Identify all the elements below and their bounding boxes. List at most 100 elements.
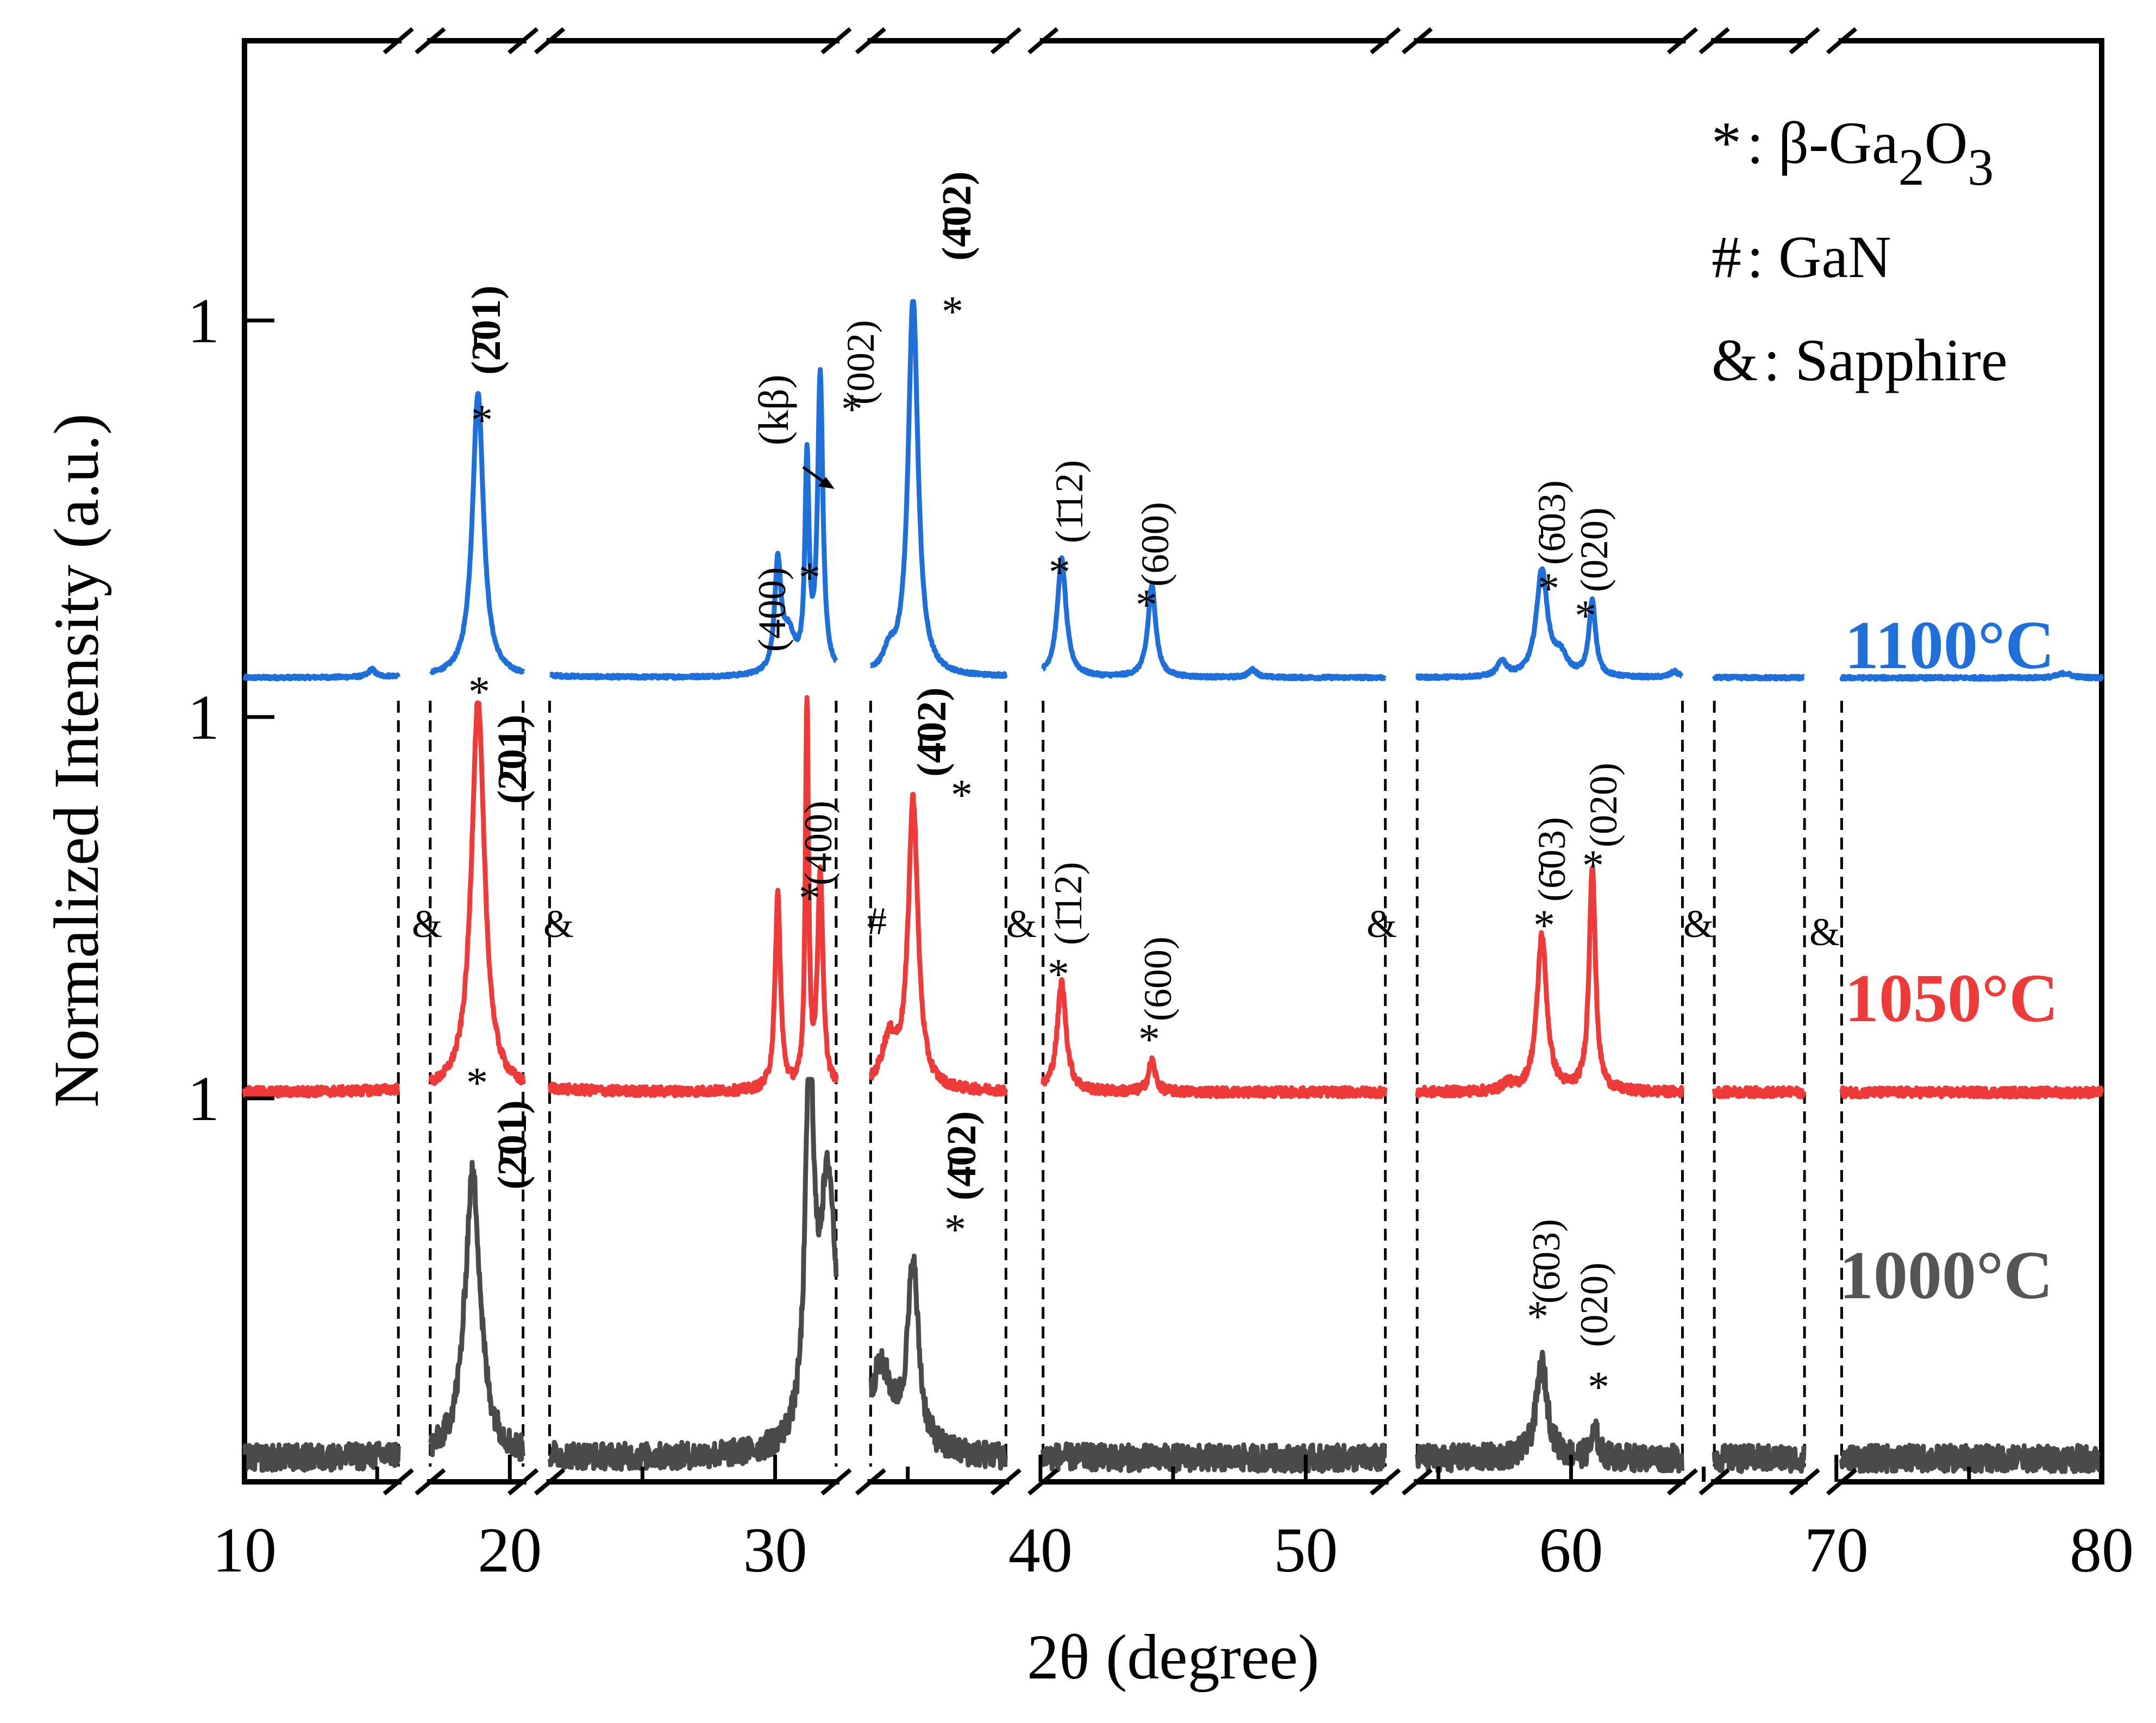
break-slash-top-5-b: [1699, 27, 1730, 55]
break-slash-top-0-b: [415, 27, 446, 55]
star-201-1000: *: [466, 1059, 488, 1107]
legend-sub-3: 3: [1967, 138, 1994, 196]
label-020-1050: (020): [1582, 763, 1625, 847]
star-603-1000: *: [1527, 1293, 1549, 1341]
star-112-1100: *: [1049, 549, 1070, 596]
break-slash-top-2-a: [820, 27, 852, 55]
label-020-1000: (020): [1572, 1262, 1616, 1347]
break-slash-bottom-6-b: [1826, 1468, 1858, 1496]
label-400-1050: (400): [797, 801, 840, 885]
star-600-1050: *: [1138, 1016, 1160, 1064]
break-slash-bottom-0-a: [383, 1468, 414, 1496]
label-020-1100: (020): [1572, 507, 1616, 592]
star-402-1100: *: [942, 288, 963, 336]
annotations-1000: * (2̄01) * (4̄02) * (6̄03) (020) *: [466, 1059, 1616, 1411]
x-tick-label-50: 50: [1274, 1514, 1338, 1586]
break-slash-top-1-a: [507, 27, 539, 55]
legend-symbol-hash: #: [1712, 224, 1741, 290]
axis-break-marks: [383, 27, 1858, 1496]
star-201-1100: *: [471, 397, 493, 444]
star-400-1100: *: [799, 554, 820, 602]
x-tick-label-20: 20: [478, 1514, 542, 1586]
legend-symbol-amp: &: [1712, 327, 1758, 393]
amp-marker-6: &: [1809, 910, 1840, 954]
hash-gan-1050: #: [867, 900, 887, 943]
label-600-1100: (600): [1133, 502, 1177, 587]
amp-marker-1: &: [412, 902, 442, 946]
label-kbeta-1100: (kβ): [750, 374, 797, 445]
label-402-1050: (4̄02): [909, 687, 955, 777]
annotations-1050: * (2̄01) * (400) * (4̄02) # * (1̄12) * (…: [468, 668, 1625, 1064]
y-tick-label-1000: 1: [187, 1063, 220, 1134]
star-201-1050: *: [468, 668, 490, 716]
series-line-1000°C: [242, 1077, 2104, 1474]
break-slash-bottom-0-b: [415, 1468, 446, 1496]
y-axis-title: Normalized Intensity (a.u.): [41, 413, 112, 1108]
label-112-1100: (1̄12): [1048, 460, 1091, 543]
label-400-1100: (400): [750, 567, 794, 652]
label-112-1050: (1̄12): [1046, 862, 1090, 945]
x-tick-label-40: 40: [1008, 1514, 1073, 1586]
break-slash-bottom-5-a: [1666, 1468, 1699, 1496]
x-tick-label-10: 10: [212, 1514, 277, 1586]
break-slash-bottom-2-b: [855, 1468, 886, 1496]
break-slash-bottom-6-a: [1789, 1468, 1820, 1496]
label-603-1000: (6̄03): [1525, 1219, 1568, 1304]
break-slash-bottom-3-b: [1027, 1468, 1059, 1496]
label-002-1100: (002): [839, 320, 882, 405]
break-slash-top-5-a: [1666, 27, 1699, 55]
kbeta-arrow-line: [802, 466, 827, 485]
break-slash-top-6-b: [1826, 27, 1858, 55]
break-slash-top-3-b: [1027, 27, 1059, 55]
legend-symbol-star: *: [1712, 110, 1741, 176]
break-slash-top-4-b: [1401, 27, 1433, 55]
star-020-1000: *: [1588, 1363, 1609, 1411]
legend-text-gan: : GaN: [1747, 224, 1891, 290]
label-201-1000: (2̄01): [490, 1100, 535, 1190]
x-tick-label-70: 70: [1804, 1514, 1869, 1586]
star-603-1050: *: [1533, 902, 1555, 949]
kbeta-arrow-head: [818, 477, 835, 489]
star-402-1000: *: [944, 1206, 966, 1254]
x-tick-label-60: 60: [1539, 1514, 1603, 1586]
star-002-1100: *: [841, 386, 863, 433]
series-line-1100°C: [242, 299, 2104, 682]
amp-marker-4: &: [1367, 902, 1397, 946]
label-402-1100: (4̄02): [934, 171, 980, 261]
series-label-1050: 1050°C: [1845, 961, 2058, 1036]
legend-item-beta-ga2o3: *: β-Ga2O3: [1712, 110, 1994, 196]
break-slash-bottom-5-b: [1699, 1468, 1730, 1496]
legend-text-sapphire: : Sapphire: [1764, 327, 2008, 393]
break-slash-top-0-a: [383, 27, 414, 55]
amp-marker-3: &: [1006, 902, 1037, 946]
x-tick-label-30: 30: [743, 1514, 807, 1586]
break-slash-top-6-a: [1789, 27, 1820, 55]
star-400-1050: *: [799, 875, 820, 922]
y-tick-label-1100: 1: [187, 285, 220, 356]
break-slash-bottom-2-a: [820, 1468, 852, 1496]
series-layer: [242, 299, 2104, 1474]
x-ticks: 10 20 30 40 50 60 70 80: [212, 1455, 2134, 1586]
amp-marker-5: &: [1683, 902, 1714, 946]
break-slash-top-3-a: [990, 27, 1021, 55]
legend-item-gan: #: GaN: [1712, 224, 1891, 290]
series-line-1050°C: [242, 695, 2104, 1100]
star-020-1050: *: [1582, 842, 1604, 890]
star-600-1100: *: [1136, 581, 1157, 629]
break-slash-bottom-1-a: [507, 1468, 539, 1496]
label-600-1050: (600): [1136, 936, 1180, 1021]
series-label-1000: 1000°C: [1839, 1238, 2053, 1313]
sapphire-markers: & & & & & &: [412, 902, 1840, 954]
star-402-1050: *: [951, 771, 973, 819]
break-slash-top-1-b: [534, 27, 566, 55]
x-tick-label-80: 80: [2070, 1514, 2134, 1586]
star-020-1100: *: [1575, 592, 1596, 640]
star-603-1100: *: [1538, 565, 1559, 613]
break-slash-top-4-a: [1370, 27, 1401, 55]
break-slash-bottom-3-a: [990, 1468, 1021, 1496]
break-slash-top-2-b: [855, 27, 886, 55]
label-201-1100: (2̄01): [463, 285, 509, 375]
star-112-1050: *: [1048, 951, 1069, 998]
